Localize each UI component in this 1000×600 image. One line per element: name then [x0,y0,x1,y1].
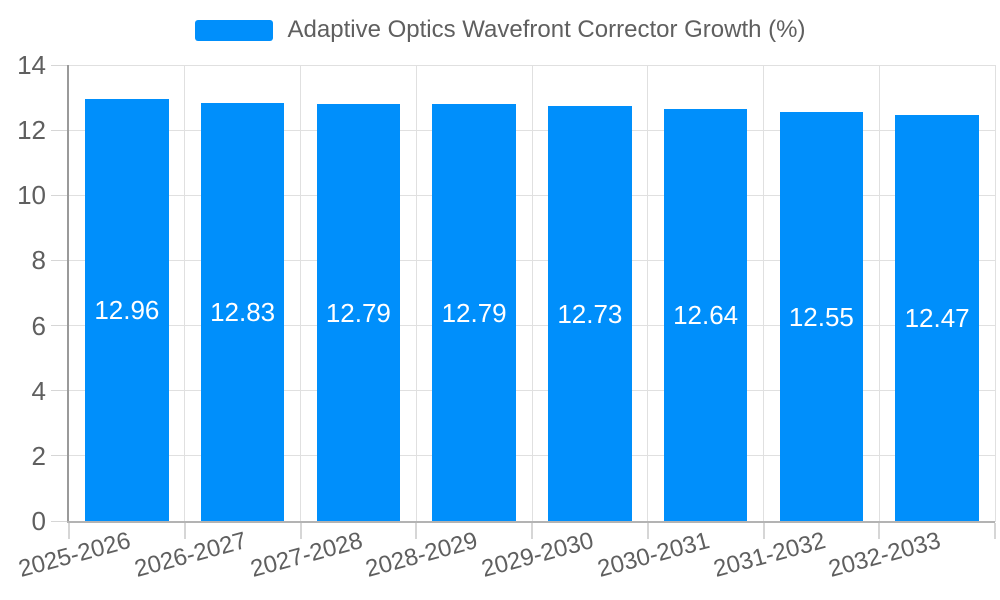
y-axis-label: 0 [31,506,46,536]
bar [200,103,285,521]
bar-value-label: 12.79 [325,297,391,328]
y-axis-label: 2 [31,440,46,471]
x-axis-tick [415,523,418,539]
y-axis-label: 4 [31,375,46,406]
x-axis-line [67,521,995,523]
legend-item[interactable]: Adaptive Optics Wavefront Corrector Grow… [194,16,806,44]
x-axis-label: 2027-2028 [247,527,366,583]
bar-value-label: 12.73 [557,298,623,329]
gridline-vertical [300,65,301,522]
x-axis-tick [531,523,533,539]
x-axis-tick [762,523,765,539]
legend: Adaptive Optics Wavefront Corrector Grow… [0,16,1000,44]
y-axis-tick [51,390,69,392]
gridline-vertical [184,65,186,522]
bar-value-label: 12.79 [441,297,507,328]
y-axis-tick [51,194,69,196]
x-axis-label: 2029-2030 [478,527,597,583]
bar [548,106,632,521]
gridline-vertical [763,65,764,522]
gridline-vertical [878,65,880,522]
y-axis-label: 10 [17,180,46,211]
y-axis-tick [51,259,69,261]
y-axis-label: 14 [17,50,46,80]
y-axis-tick [51,520,69,522]
bar [316,104,401,521]
gridline-vertical [531,65,533,522]
y-axis-tick [51,455,69,457]
gridline-vertical [647,65,649,522]
x-axis-label: 2032-2033 [825,527,944,583]
bar [663,109,748,521]
x-axis-tick [646,523,649,539]
y-axis-line [67,65,69,523]
y-axis-tick [51,129,69,131]
y-axis-tick [51,64,69,66]
x-axis-tick [994,523,996,539]
x-axis-label: 2028-2029 [362,527,481,583]
y-axis-label: 8 [31,245,46,276]
bar [895,114,979,521]
x-axis-tick [68,523,70,539]
x-axis-label: 2030-2031 [594,527,713,583]
y-axis-tick [51,325,69,327]
x-axis-label: 2031-2032 [710,527,829,583]
x-axis-tick [878,523,881,539]
y-axis-label: 12 [17,115,46,146]
bar [779,112,864,521]
gridline-vertical [994,65,996,522]
bar-value-label: 12.96 [94,294,160,325]
legend-swatch-icon [194,19,273,41]
bar [85,98,169,521]
legend-label: Adaptive Optics Wavefront Corrector Grow… [287,16,806,43]
x-axis-label: 2026-2027 [131,527,250,583]
bar-value-label: 12.55 [788,301,854,332]
bar-value-label: 12.83 [210,297,276,328]
bar-value-label: 12.64 [673,300,739,331]
gridline-vertical [415,65,417,522]
y-axis-label: 6 [31,310,46,341]
bar-value-label: 12.47 [904,302,970,333]
bar [432,104,516,521]
x-axis-tick [299,523,302,539]
x-axis-tick [183,523,186,539]
